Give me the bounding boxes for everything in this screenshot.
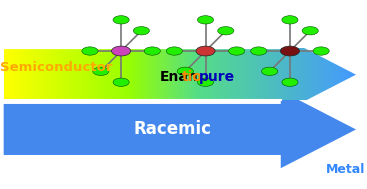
Circle shape xyxy=(197,16,214,24)
Circle shape xyxy=(133,27,149,35)
Text: Metal: Metal xyxy=(326,163,365,176)
Text: Semiconductor: Semiconductor xyxy=(0,61,113,74)
Text: pure: pure xyxy=(199,70,236,84)
Circle shape xyxy=(177,67,193,75)
Circle shape xyxy=(113,16,129,24)
Circle shape xyxy=(280,46,299,56)
Circle shape xyxy=(302,27,318,35)
Circle shape xyxy=(82,47,98,55)
Circle shape xyxy=(196,46,215,56)
Circle shape xyxy=(229,47,245,55)
Circle shape xyxy=(282,78,298,86)
Circle shape xyxy=(144,47,160,55)
Circle shape xyxy=(262,67,278,75)
Circle shape xyxy=(112,46,131,56)
Circle shape xyxy=(93,67,109,75)
Circle shape xyxy=(113,78,129,86)
Circle shape xyxy=(313,47,329,55)
Circle shape xyxy=(282,16,298,24)
Text: Racemic: Racemic xyxy=(134,120,211,139)
Text: tio: tio xyxy=(182,70,203,84)
Circle shape xyxy=(166,47,182,55)
Circle shape xyxy=(218,27,234,35)
Circle shape xyxy=(197,78,214,86)
Circle shape xyxy=(251,47,267,55)
Polygon shape xyxy=(4,91,356,168)
Text: Enan: Enan xyxy=(160,70,198,84)
